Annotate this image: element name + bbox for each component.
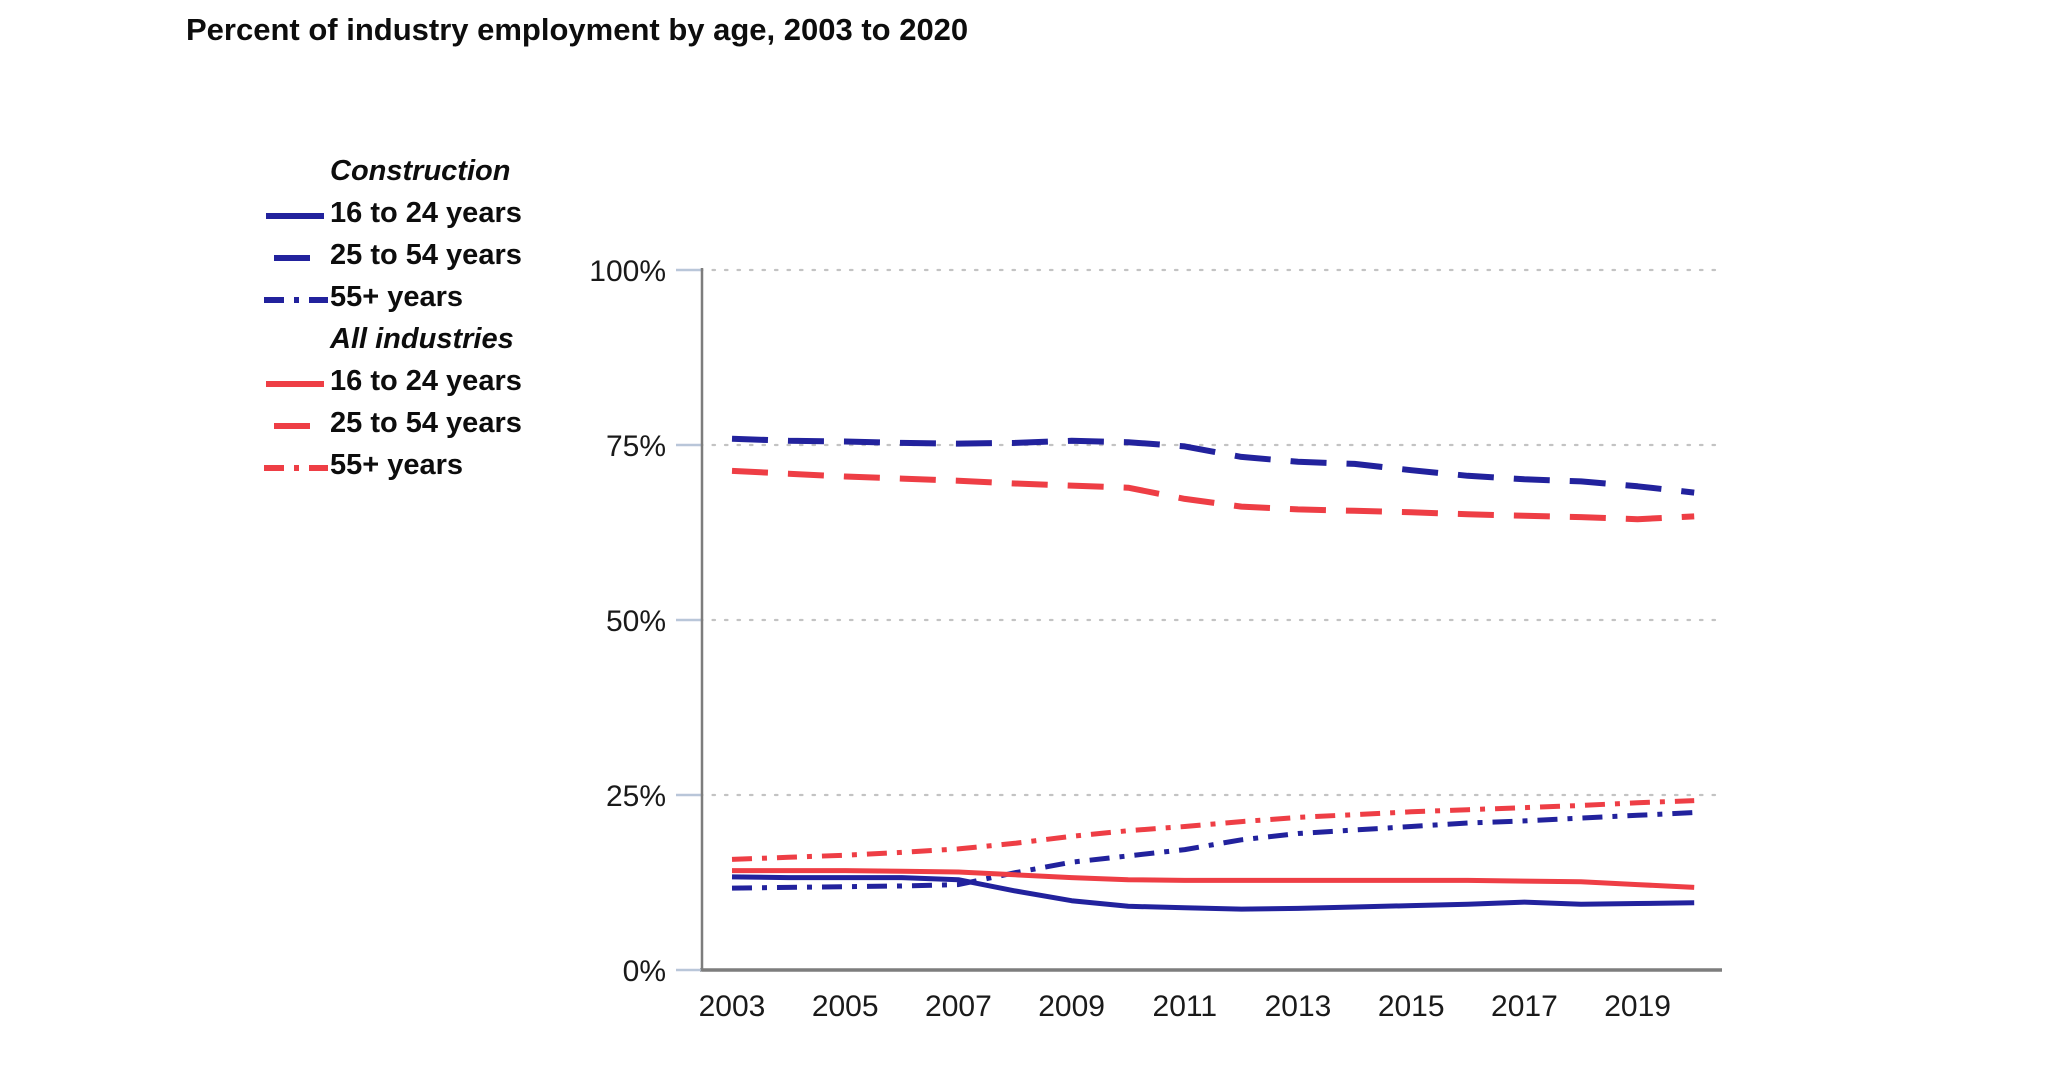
legend-swatch [266,213,324,219]
legend-swatch [264,465,328,471]
legend-swatch-slot [262,292,330,303]
legend-swatch-slot [262,376,330,387]
series-line-all-industries-16-to-24-years [732,868,1695,890]
legend-label: 16 to 24 years [330,364,522,397]
x-axis-label: 2015 [1378,990,1445,1023]
x-axis-label: 2005 [812,990,879,1023]
x-axis-label: 2011 [1153,990,1218,1023]
legend-swatch-slot [262,208,330,219]
legend-swatch-slot [262,460,330,471]
legend-swatch [274,255,310,261]
legend-swatch [264,297,328,303]
x-axis-label: 2003 [699,990,766,1023]
legend-row: 16 to 24 years [262,192,522,234]
chart-title: Percent of industry employment by age, 2… [186,12,969,47]
series-line-construction-25-to-54-years [731,435,1695,496]
legend-row: 25 to 54 years [262,402,522,444]
series-line-all-industries-25-to-54-years [731,467,1695,523]
legend-swatch [274,423,310,429]
legend-label: 16 to 24 years [330,196,522,229]
legend-label: 55+ years [330,280,464,313]
legend-group-header: All industries [262,318,522,360]
y-axis-label: 0% [623,955,666,988]
y-axis-label: 50% [606,605,666,638]
legend: Construction 16 to 24 years 25 to 54 years… [262,150,522,486]
legend-label: All industries [330,322,514,355]
legend-swatch [266,381,324,387]
y-axis-label: 25% [606,780,666,813]
legend-row: 55+ years [262,444,522,486]
legend-row: 25 to 54 years [262,234,522,276]
legend-label: Construction [330,154,511,187]
series-line-all-industries-55-years [731,798,1695,862]
legend-swatch-slot [262,418,330,429]
x-axis-label: 2009 [1038,990,1105,1023]
legend-row: 16 to 24 years [262,360,522,402]
series-line-construction-16-to-24-years [731,874,1695,912]
x-axis-label: 2007 [925,990,992,1023]
y-axis-label: 75% [606,430,666,463]
legend-label: 25 to 54 years [330,238,522,271]
y-axis-label: 100% [589,255,666,288]
legend-swatch-slot [262,250,330,261]
series-line-construction-55-years [731,810,1695,891]
legend-group-header: Construction [262,150,522,192]
legend-row: 55+ years [262,276,522,318]
x-axis-label: 2013 [1265,990,1332,1023]
x-axis-label: 2019 [1604,990,1671,1023]
x-axis-label: 2017 [1491,990,1558,1023]
legend-label: 55+ years [330,448,464,481]
legend-label: 25 to 54 years [330,406,522,439]
